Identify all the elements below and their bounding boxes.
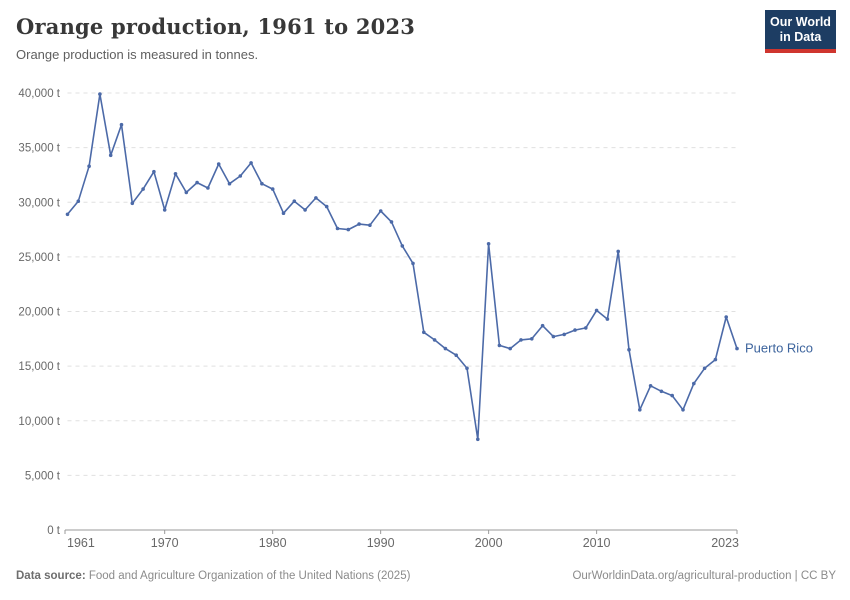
x-axis-tick-label: 1980	[259, 536, 287, 550]
data-source-text: Food and Agriculture Organization of the…	[85, 570, 411, 582]
y-axis-tick-label: 30,000 t	[18, 197, 60, 209]
data-point[interactable]	[216, 162, 221, 166]
series-line[interactable]	[66, 93, 738, 441]
data-point[interactable]	[206, 186, 210, 190]
y-axis-tick-label: 20,000 t	[18, 307, 60, 319]
data-point[interactable]	[648, 384, 653, 388]
y-axis-tick-label: 10,000 t	[18, 416, 60, 428]
owid-logo-line2: in Data	[779, 30, 822, 44]
x-axis-tick-label: 1961	[67, 536, 95, 550]
data-point[interactable]	[476, 437, 480, 442]
x-axis-tick-label: 2000	[475, 536, 503, 550]
y-axis-tick-label: 15,000 t	[18, 361, 60, 373]
data-point[interactable]	[119, 122, 124, 127]
data-point[interactable]	[497, 343, 502, 348]
data-point[interactable]	[162, 208, 167, 212]
license-note[interactable]: OurWorldinData.org/agricultural-producti…	[572, 570, 836, 582]
data-point[interactable]	[670, 393, 674, 398]
x-axis-tick-label: 2023	[711, 536, 739, 550]
data-point[interactable]	[108, 153, 113, 158]
data-point[interactable]	[465, 366, 469, 371]
data-point[interactable]	[627, 347, 631, 352]
data-point[interactable]	[249, 161, 253, 165]
data-point[interactable]	[260, 181, 264, 186]
data-point[interactable]	[270, 187, 275, 191]
x-axis-tick-label: 2010	[583, 536, 611, 550]
data-point[interactable]	[98, 92, 102, 96]
data-point[interactable]	[130, 201, 135, 206]
y-axis-tick-label: 5,000 t	[25, 470, 61, 482]
chart-header: Orange production, 1961 to 2023 Orange p…	[16, 14, 415, 62]
data-point[interactable]	[422, 330, 426, 335]
data-point[interactable]	[87, 164, 91, 168]
y-axis-tick-label: 25,000 t	[18, 252, 60, 264]
data-point[interactable]	[540, 323, 545, 328]
data-point[interactable]	[454, 353, 459, 358]
data-point[interactable]	[594, 308, 599, 313]
data-point[interactable]	[368, 223, 372, 227]
data-point[interactable]	[378, 209, 383, 213]
page-title: Orange production, 1961 to 2023	[16, 14, 416, 39]
data-source-label: Data source:	[16, 570, 86, 582]
data-point[interactable]	[584, 326, 588, 330]
data-point[interactable]	[432, 338, 437, 342]
data-point[interactable]	[303, 208, 307, 212]
data-point[interactable]	[508, 346, 512, 351]
data-point[interactable]	[713, 357, 718, 362]
data-point[interactable]	[314, 196, 318, 200]
x-axis-tick-label: 1970	[151, 536, 179, 550]
data-point[interactable]	[335, 226, 340, 231]
data-point[interactable]	[616, 249, 620, 254]
data-point[interactable]	[486, 242, 491, 246]
data-point[interactable]	[551, 334, 556, 339]
data-point[interactable]	[195, 180, 199, 185]
data-point[interactable]	[519, 338, 523, 342]
data-point[interactable]	[65, 212, 70, 217]
data-point[interactable]	[530, 337, 534, 341]
data-point[interactable]	[400, 244, 405, 248]
data-point[interactable]	[702, 366, 707, 371]
data-point[interactable]	[141, 187, 145, 191]
data-point[interactable]	[681, 408, 685, 412]
data-point[interactable]	[173, 172, 178, 176]
data-point[interactable]	[152, 169, 156, 174]
y-axis-tick-label: 0 t	[47, 525, 61, 537]
data-point[interactable]	[573, 328, 577, 332]
data-source-note: Data source: Food and Agriculture Organi…	[16, 570, 410, 582]
y-axis-tick-label: 40,000 t	[18, 88, 60, 100]
data-point[interactable]	[238, 174, 243, 178]
data-point[interactable]	[605, 317, 610, 321]
series-entity-label[interactable]: Puerto Rico	[745, 341, 813, 356]
data-point[interactable]	[346, 227, 351, 232]
data-point[interactable]	[76, 199, 81, 203]
data-point[interactable]	[324, 204, 329, 209]
data-point[interactable]	[724, 315, 728, 319]
data-point[interactable]	[184, 190, 189, 195]
data-point[interactable]	[292, 199, 297, 203]
data-point[interactable]	[659, 389, 664, 394]
data-point[interactable]	[692, 381, 696, 386]
data-point[interactable]	[562, 332, 566, 337]
x-axis-tick-label: 1990	[367, 536, 395, 550]
data-point[interactable]	[389, 220, 394, 224]
chart-subtitle: Orange production is measured in tonnes.	[16, 47, 259, 62]
owid-logo-line1: Our World	[770, 15, 831, 29]
data-point[interactable]	[735, 346, 739, 351]
owid-logo[interactable]: Our World in Data	[765, 10, 836, 53]
data-point[interactable]	[281, 211, 286, 215]
data-point[interactable]	[227, 181, 232, 186]
data-point[interactable]	[443, 346, 448, 351]
data-point[interactable]	[357, 222, 361, 226]
data-point[interactable]	[638, 408, 642, 412]
y-axis-tick-label: 35,000 t	[18, 143, 60, 155]
data-point[interactable]	[411, 261, 415, 266]
